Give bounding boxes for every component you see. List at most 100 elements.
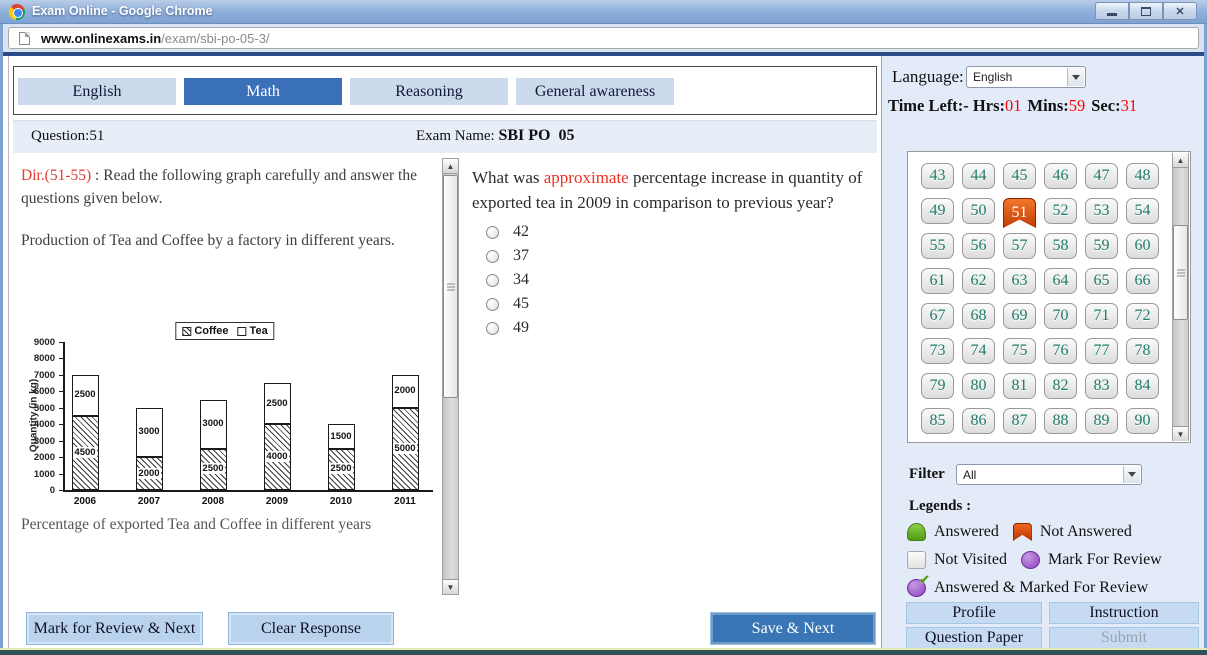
question-button-78[interactable]: 78 — [1126, 338, 1159, 364]
directions-panel: Dir.(51-55) : Read the following graph c… — [13, 158, 441, 595]
sidebar-buttons: Profile Instruction Question Paper Submit — [906, 602, 1199, 649]
question-button-61[interactable]: 61 — [921, 268, 954, 294]
question-panel: What was approximate percentage increase… — [466, 158, 878, 595]
scroll-down-icon[interactable]: ▼ — [443, 579, 458, 594]
question-button-47[interactable]: 47 — [1085, 163, 1118, 189]
scrollbar-thumb[interactable] — [1173, 225, 1188, 320]
question-button-53[interactable]: 53 — [1085, 198, 1118, 224]
question-button-52[interactable]: 52 — [1044, 198, 1077, 224]
bar-value-label: 2000 — [137, 467, 161, 479]
option-radio-2[interactable] — [486, 249, 499, 263]
question-button-87[interactable]: 87 — [1003, 408, 1036, 434]
language-dropdown[interactable]: English — [966, 66, 1086, 88]
question-button-79[interactable]: 79 — [921, 373, 954, 399]
option-row: 45 — [486, 292, 529, 316]
palette-scrollbar[interactable]: ▲ ▼ — [1172, 153, 1189, 441]
tab-reasoning[interactable]: Reasoning — [350, 78, 508, 105]
question-button-88[interactable]: 88 — [1044, 408, 1077, 434]
question-button-72[interactable]: 72 — [1126, 303, 1159, 329]
main-area: English Math Reasoning General awareness Qu… — [8, 56, 881, 648]
scroll-up-icon[interactable]: ▲ — [443, 159, 458, 174]
y-tick-mark — [59, 490, 63, 491]
question-button-89[interactable]: 89 — [1085, 408, 1118, 434]
bar-value-label: 2500 — [265, 397, 289, 409]
mins-label: Mins: — [1027, 96, 1069, 115]
question-button-63[interactable]: 63 — [1003, 268, 1036, 294]
question-button-62[interactable]: 62 — [962, 268, 995, 294]
question-button-59[interactable]: 59 — [1085, 233, 1118, 259]
question-button-77[interactable]: 77 — [1085, 338, 1118, 364]
question-button-83[interactable]: 83 — [1085, 373, 1118, 399]
minimize-button[interactable] — [1095, 2, 1129, 20]
question-button-69[interactable]: 69 — [1003, 303, 1036, 329]
question-button-66[interactable]: 66 — [1126, 268, 1159, 294]
question-button-67[interactable]: 67 — [921, 303, 954, 329]
filter-dropdown-button[interactable] — [1123, 466, 1140, 483]
scroll-up-icon[interactable]: ▲ — [1173, 153, 1188, 168]
question-button-86[interactable]: 86 — [962, 408, 995, 434]
close-button[interactable]: ✕ — [1163, 2, 1197, 20]
question-button-68[interactable]: 68 — [962, 303, 995, 329]
question-button-58[interactable]: 58 — [1044, 233, 1077, 259]
question-button-44[interactable]: 44 — [962, 163, 995, 189]
scrollbar-grip — [447, 283, 455, 290]
filter-dropdown[interactable]: All — [956, 464, 1142, 485]
legend-item-answered: Answered — [907, 523, 999, 541]
option-radio-4[interactable] — [486, 297, 499, 311]
submit-button[interactable]: Submit — [1049, 627, 1199, 649]
question-button-71[interactable]: 71 — [1085, 303, 1118, 329]
question-button-64[interactable]: 64 — [1044, 268, 1077, 294]
question-button-75[interactable]: 75 — [1003, 338, 1036, 364]
scroll-down-icon[interactable]: ▼ — [1173, 426, 1188, 441]
profile-button[interactable]: Profile — [906, 602, 1042, 624]
question-button-57[interactable]: 57 — [1003, 233, 1036, 259]
question-button-73[interactable]: 73 — [921, 338, 954, 364]
tab-general-awareness[interactable]: General awareness — [516, 78, 674, 105]
question-button-76[interactable]: 76 — [1044, 338, 1077, 364]
content-scrollbar[interactable]: ▲ ▼ — [442, 158, 459, 595]
question-button-84[interactable]: 84 — [1126, 373, 1159, 399]
address-bar[interactable]: www.onlinexams.in/exam/sbi-po-05-3/ — [8, 27, 1199, 49]
bar-value-label: 2500 — [329, 463, 353, 475]
maximize-button[interactable] — [1129, 2, 1163, 20]
question-button-50[interactable]: 50 — [962, 198, 995, 224]
question-button-51[interactable]: 51 — [1003, 198, 1036, 228]
tab-english[interactable]: English — [18, 78, 176, 105]
question-button-46[interactable]: 46 — [1044, 163, 1077, 189]
question-button-82[interactable]: 82 — [1044, 373, 1077, 399]
question-button-70[interactable]: 70 — [1044, 303, 1077, 329]
question-button-45[interactable]: 45 — [1003, 163, 1036, 189]
question-button-55[interactable]: 55 — [921, 233, 954, 259]
y-tick-mark — [59, 374, 63, 376]
option-radio-3[interactable] — [486, 273, 499, 287]
question-button-43[interactable]: 43 — [921, 163, 954, 189]
question-button-48[interactable]: 48 — [1126, 163, 1159, 189]
option-row: 37 — [486, 244, 529, 268]
option-radio-5[interactable] — [486, 321, 499, 335]
language-dropdown-button[interactable] — [1067, 68, 1084, 86]
save-next-button[interactable]: Save & Next — [710, 612, 876, 645]
question-number-value: 51 — [89, 128, 105, 144]
question-button-49[interactable]: 49 — [921, 198, 954, 224]
check-icon: ✔ — [919, 572, 930, 587]
question-button-85[interactable]: 85 — [921, 408, 954, 434]
instruction-button[interactable]: Instruction — [1049, 602, 1199, 624]
clear-response-button[interactable]: Clear Response — [228, 612, 394, 645]
question-button-80[interactable]: 80 — [962, 373, 995, 399]
question-button-65[interactable]: 65 — [1085, 268, 1118, 294]
y-tick-mark — [59, 358, 63, 360]
mark-for-review-next-button[interactable]: Mark for Review & Next — [26, 612, 203, 645]
scrollbar-thumb[interactable] — [443, 175, 458, 398]
question-button-60[interactable]: 60 — [1126, 233, 1159, 259]
option-radio-1[interactable] — [486, 225, 499, 239]
maximize-icon — [1141, 6, 1151, 16]
question-button-81[interactable]: 81 — [1003, 373, 1036, 399]
question-button-56[interactable]: 56 — [962, 233, 995, 259]
tab-math[interactable]: Math — [184, 78, 342, 105]
question-button-90[interactable]: 90 — [1126, 408, 1159, 434]
bar-value-label: 4000 — [265, 451, 289, 463]
question-button-74[interactable]: 74 — [962, 338, 995, 364]
question-paper-button[interactable]: Question Paper — [906, 627, 1042, 649]
time-left: Time Left:- Hrs:01 Mins:59 Sec:31 — [888, 96, 1143, 116]
question-button-54[interactable]: 54 — [1126, 198, 1159, 224]
